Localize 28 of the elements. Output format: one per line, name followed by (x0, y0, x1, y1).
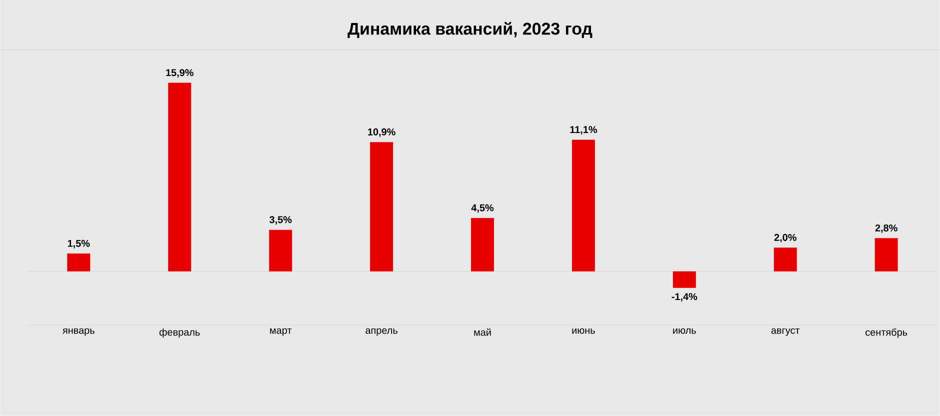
bar (672, 271, 696, 288)
data-label: 1,5% (68, 240, 90, 248)
data-label: 4,5% (471, 204, 494, 213)
x-tick-label: январь (62, 328, 94, 336)
bar (370, 142, 394, 272)
x-tick-label: июнь (572, 328, 595, 334)
chart-title: Динамика вакансий, 2023 год (348, 22, 592, 38)
data-label: 15,9% (166, 69, 194, 78)
x-tick-label: февраль (160, 328, 200, 338)
data-label: 2,0% (774, 234, 796, 243)
bar (67, 254, 90, 272)
bar (269, 230, 292, 272)
x-tick-label: май (474, 328, 491, 336)
bar (572, 140, 595, 272)
data-label: 2,8% (875, 224, 898, 234)
x-tick-label: август (771, 328, 800, 336)
data-label: -1,4% (672, 293, 698, 302)
data-label: 3,5% (269, 216, 292, 225)
bar (774, 248, 797, 272)
bar (471, 218, 494, 272)
x-tick-label: март (270, 328, 292, 336)
bar (168, 82, 192, 272)
x-tick-label: апрель (366, 328, 398, 336)
data-label: 11,1% (570, 126, 598, 135)
data-label: 10,9% (368, 128, 396, 137)
bar (874, 238, 898, 272)
x-tick-label: июль (673, 328, 696, 334)
x-tick-label: сентябрь (866, 328, 908, 338)
